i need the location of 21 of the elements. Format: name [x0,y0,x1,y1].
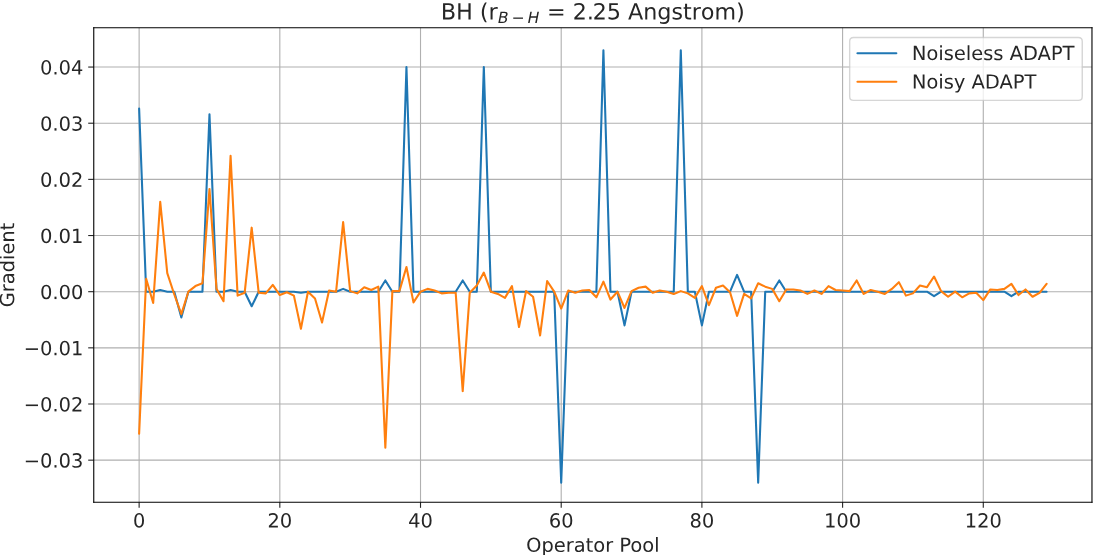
x-tick-label: 60 [550,513,573,528]
x-tick-label: 80 [690,513,713,528]
y-tick-label: 0.03 [41,116,82,131]
y-tick-label: 0.01 [41,228,82,244]
y-tick-label: −0.02 [25,396,82,412]
y-tick-label: 0.02 [41,172,82,188]
line-series [138,154,1048,449]
y-tick-label: −0.03 [25,453,82,468]
y-tick-label: −0.01 [25,340,82,356]
legend-label: Noisy ADAPT [913,73,1037,93]
x-tick-label: 20 [268,513,291,528]
y-axis-title: Gradient [0,223,15,307]
legend-label: Noiseless ADAPT [913,45,1075,61]
x-tick-label: 120 [966,513,1001,528]
y-tick-label: 0.04 [41,60,83,75]
x-axis-title: Operator Pool [527,537,658,555]
x-tick-label: 100 [826,513,860,528]
x-tick-label: 40 [409,513,432,528]
chart-title: BH (r$_{B−H}$ = 2.25 Angstrom) [443,2,743,25]
y-tick-label: 0.00 [41,284,83,300]
x-tick-label: 0 [134,513,145,528]
